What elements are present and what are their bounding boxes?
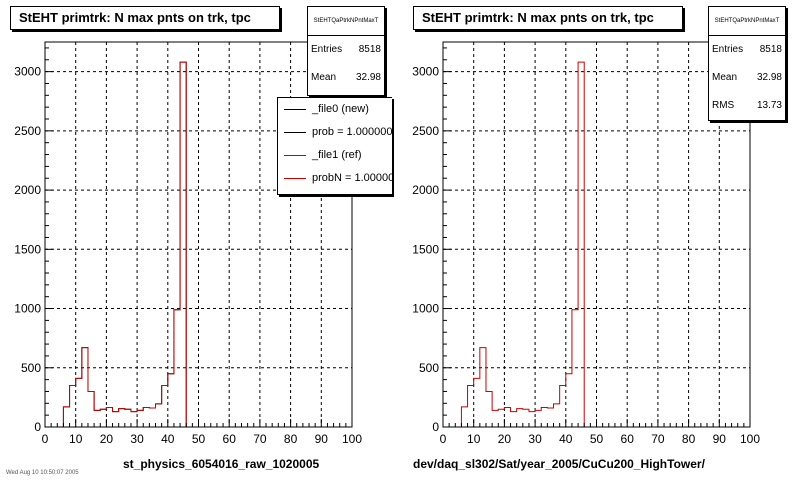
stats-label: Entries — [712, 44, 744, 55]
x-tick-label: 60 — [223, 432, 237, 446]
legend-swatch — [284, 178, 306, 179]
legend-entry-file1: _file1 (ref) — [278, 144, 392, 167]
panel2-title: StEHT primtrk: N max pnts on trk, tpc — [413, 6, 683, 30]
x-tick-label: 50 — [590, 432, 604, 446]
x-tick-label: 100 — [342, 432, 362, 446]
x-tick-label: 50 — [192, 432, 206, 446]
x-tick-label: 90 — [315, 432, 329, 446]
legend-entry-prob: prob = 1.000000 — [278, 121, 392, 144]
y-tick-label: 500 — [21, 361, 41, 375]
y-tick-label: 1000 — [14, 302, 41, 316]
legend-label: prob = 1.000000 — [312, 126, 392, 138]
x-tick-label: 10 — [467, 432, 481, 446]
y-tick-label: 0 — [432, 420, 439, 434]
y-tick-label: 3000 — [412, 65, 439, 79]
x-tick-label: 30 — [130, 432, 144, 446]
legend-entry-file0: _file0 (new) — [278, 98, 392, 121]
x-tick-label: 60 — [621, 432, 635, 446]
panel1-xlabel: st_physics_6054016_raw_1020005 — [123, 457, 320, 471]
x-tick-label: 0 — [42, 432, 49, 446]
y-tick-label: 2500 — [14, 124, 41, 138]
x-tick-label: 100 — [740, 432, 760, 446]
x-tick-label: 40 — [559, 432, 573, 446]
legend-label: probN = 1.000000 — [312, 172, 392, 184]
x-tick-label: 70 — [253, 432, 267, 446]
y-tick-label: 2500 — [412, 124, 439, 138]
panel2-stats-mean: Mean 32.98 — [709, 64, 785, 92]
y-tick-label: 2000 — [14, 183, 41, 197]
x-tick-label: 30 — [528, 432, 542, 446]
stats-value: 32.98 — [756, 72, 782, 83]
panel1-legend: _file0 (new) prob = 1.000000 _file1 (ref… — [277, 97, 392, 195]
panel1-stats-entries: Entries 8518 — [308, 36, 384, 64]
x-tick-label: 90 — [713, 432, 727, 446]
footer-timestamp: Wed Aug 10 10:50:07 2005 — [6, 470, 79, 476]
panel1-stats-mean: Mean 32.98 — [308, 64, 384, 92]
legend-swatch — [284, 155, 306, 156]
y-tick-label: 0 — [34, 420, 41, 434]
panel2-xlabel: dev/daq_sl302/Sat/year_2005/CuCu200_High… — [413, 457, 705, 471]
x-tick-label: 40 — [161, 432, 175, 446]
stats-value: 32.98 — [355, 72, 381, 83]
panel1-stats-box: StEHTQaPtrkNPntMaxT Entries 8518 Mean 32… — [307, 6, 385, 96]
legend-entry-probN: probN = 1.000000 — [278, 167, 392, 190]
legend-swatch — [284, 109, 306, 110]
stats-label: Mean — [311, 72, 337, 83]
x-tick-label: 80 — [284, 432, 298, 446]
x-tick-label: 0 — [440, 432, 447, 446]
y-tick-label: 500 — [419, 361, 439, 375]
stats-label: RMS — [712, 100, 735, 111]
panel2-stats-name: StEHTQaPtrkNPntMaxT — [709, 7, 785, 36]
y-tick-label: 3000 — [14, 65, 41, 79]
y-tick-label: 1500 — [412, 242, 439, 256]
stats-value: 8518 — [759, 44, 782, 55]
x-tick-label: 70 — [651, 432, 665, 446]
panel2-stats-box: StEHTQaPtrkNPntMaxT Entries 8518 Mean 32… — [708, 6, 786, 121]
panel1-stats-name: StEHTQaPtrkNPntMaxT — [308, 7, 384, 36]
x-tick-label: 20 — [100, 432, 114, 446]
stats-value: 8518 — [358, 44, 381, 55]
panel1-title: StEHT primtrk: N max pnts on trk, tpc — [10, 6, 280, 30]
stats-value: 13.73 — [756, 100, 782, 111]
panel2-stats-rms: RMS 13.73 — [709, 92, 785, 120]
stats-label: Mean — [712, 72, 738, 83]
legend-label: _file0 (new) — [312, 103, 369, 115]
legend-label: _file1 (ref) — [312, 149, 362, 161]
legend-swatch — [284, 132, 306, 133]
y-tick-label: 1000 — [412, 302, 439, 316]
y-tick-label: 2000 — [412, 183, 439, 197]
x-tick-label: 20 — [498, 432, 512, 446]
x-tick-label: 80 — [682, 432, 696, 446]
y-tick-label: 1500 — [14, 242, 41, 256]
stats-label: Entries — [311, 44, 343, 55]
x-tick-label: 10 — [69, 432, 83, 446]
panel2-stats-entries: Entries 8518 — [709, 36, 785, 64]
